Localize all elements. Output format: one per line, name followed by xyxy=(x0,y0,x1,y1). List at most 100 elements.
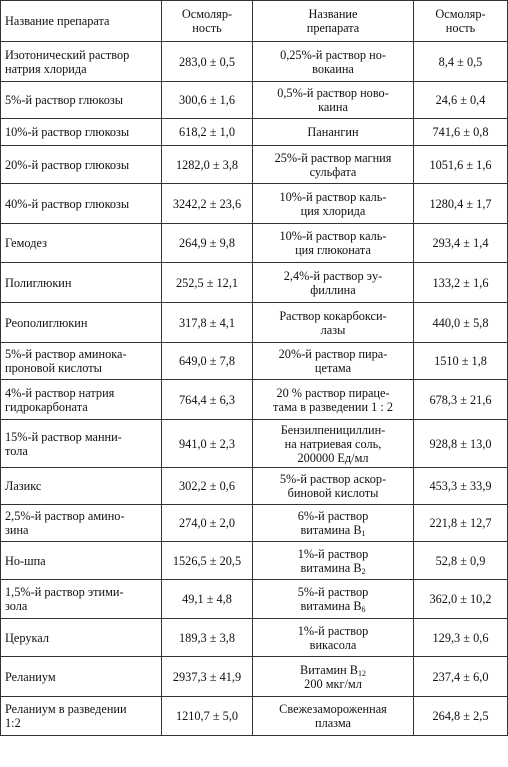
table-row: Реланиум 2937,3 ± 41,9 Витамин B12 200 мкг/… xyxy=(0,656,508,697)
drug-name-right: Свежезамороженная плазма xyxy=(252,696,414,736)
drug-name-right-text: Раствор кокарбокси-лазы xyxy=(279,308,387,337)
drug-name-right-text: 5%-й раствор витамина B xyxy=(297,585,369,613)
osmolarity-left: 189,3 ± 3,8 xyxy=(161,618,253,657)
drug-name-left: Реланиум в разведении 1:2 xyxy=(0,696,162,736)
table-row: Полиглюкин 252,5 ± 12,1 2,4%-й раствор эу-… xyxy=(0,262,508,303)
drug-name-left: 20%-й раствор глюкозы xyxy=(0,145,162,184)
drug-name-right: 10%-й раствор каль-ция хлорида xyxy=(252,183,414,224)
osmolarity-right: 440,0 ± 5,8 xyxy=(413,302,508,343)
header-drug-name-2: Название препарата xyxy=(252,0,414,42)
osmolarity-right: 362,0 ± 10,2 xyxy=(413,579,508,619)
vitamin-subscript: 12 xyxy=(357,668,366,678)
drug-name-left: 1,5%-й раствор этими-зола xyxy=(0,579,162,619)
table-row: 10%-й раствор глюкозы 618,2 ± 1,0 Панангин… xyxy=(0,118,508,146)
vitamin-subscript: 2 xyxy=(361,566,366,576)
header-osmolarity-2: Осмоляр-ность xyxy=(413,0,508,42)
osmolarity-left: 649,0 ± 7,8 xyxy=(161,342,253,380)
drug-name-right-line2: 200 мкг/мл xyxy=(304,676,362,691)
drug-name-right-text: 20 % раствор пираце-тама в разведении 1 … xyxy=(273,385,393,414)
osmolarity-right: 678,3 ± 21,6 xyxy=(413,379,508,420)
table-row: 40%-й раствор глюкозы 3242,2 ± 23,6 10%-й … xyxy=(0,183,508,224)
osmolarity-left: 1526,5 ± 20,5 xyxy=(161,541,253,580)
osmolarity-left: 300,6 ± 1,6 xyxy=(161,81,253,119)
drug-name-right: 0,25%-й раствор но-вокаина xyxy=(252,41,414,82)
drug-name-left: 4%-й раствор натрия гидрокарбоната xyxy=(0,379,162,420)
osmolarity-right: 8,4 ± 0,5 xyxy=(413,41,508,82)
drug-name-right-text: 5%-й раствор аскор-биновой кислоты xyxy=(279,472,387,500)
drug-name-right-text: 10%-й раствор каль-ция хлорида xyxy=(279,189,387,218)
table-row: Лазикс 302,2 ± 0,6 5%-й раствор аскор-бино… xyxy=(0,467,508,505)
osmolarity-left: 2937,3 ± 41,9 xyxy=(161,656,253,697)
osmolarity-right: 928,8 ± 13,0 xyxy=(413,419,508,468)
drug-name-left: 5%-й раствор аминока-проновой кислоты xyxy=(0,342,162,380)
osmolarity-left: 49,1 ± 4,8 xyxy=(161,579,253,619)
vitamin-subscript: 6 xyxy=(361,605,366,614)
drug-name-right-text: 2,4%-й раствор эу-филлина xyxy=(283,268,383,297)
osmolarity-left: 283,0 ± 0,5 xyxy=(161,41,253,82)
drug-name-left: Реланиум xyxy=(0,656,162,697)
drug-name-right: 10%-й раствор каль-ция глюконата xyxy=(252,223,414,263)
drug-name-right: 20%-й раствор пира-цетама xyxy=(252,342,414,380)
header-osmolarity-1: Осмоляр-ность xyxy=(161,0,253,42)
table-row: Гемодез 264,9 ± 9,8 10%-й раствор каль-ция… xyxy=(0,223,508,263)
header-drug-name-1: Название препарата xyxy=(0,0,162,42)
osmolarity-right: 52,8 ± 0,9 xyxy=(413,541,508,580)
table-row: Изотонический раствор натрия хлорида 283,… xyxy=(0,41,508,82)
drug-name-right-text: Свежезамороженная плазма xyxy=(279,702,387,730)
drug-name-right-text: 0,25%-й раствор но-вокаина xyxy=(280,47,386,76)
drug-name-right: 1%-й раствор витамина B2 xyxy=(252,541,414,580)
drug-name-left: 40%-й раствор глюкозы xyxy=(0,183,162,224)
table-row: Реополиглюкин 317,8 ± 4,1 Раствор кокарбок… xyxy=(0,302,508,343)
drug-name-right-text: Бензилпенициллин-на натриевая соль, 20000… xyxy=(280,422,386,465)
table-row: 5%-й раствор аминока-проновой кислоты 649… xyxy=(0,342,508,380)
osmolarity-left: 1282,0 ± 3,8 xyxy=(161,145,253,184)
drug-name-left: Гемодез xyxy=(0,223,162,263)
drug-name-right: 0,5%-й раствор ново-каина xyxy=(252,81,414,119)
osmolarity-right: 453,3 ± 33,9 xyxy=(413,467,508,505)
drug-name-right: 1%-й раствор викасола xyxy=(252,618,414,657)
osmolarity-right: 129,3 ± 0,6 xyxy=(413,618,508,657)
osmolarity-right: 1510 ± 1,8 xyxy=(413,342,508,380)
drug-name-right-text: 6%-й раствор витамина B xyxy=(297,509,369,537)
osmolarity-left: 252,5 ± 12,1 xyxy=(161,262,253,303)
drug-name-right: 5%-й раствор витамина B6 xyxy=(252,579,414,619)
osmolarity-left: 3242,2 ± 23,6 xyxy=(161,183,253,224)
drug-name-left: 10%-й раствор глюкозы xyxy=(0,118,162,146)
drug-name-left: Лазикс xyxy=(0,467,162,505)
osmolarity-right: 741,6 ± 0,8 xyxy=(413,118,508,146)
drug-name-right: Панангин xyxy=(252,118,414,146)
drug-name-right: 25%-й раствор магния сульфата xyxy=(252,145,414,184)
osmolarity-table: Название препарата Осмоляр-ность Названи… xyxy=(0,0,508,736)
drug-name-left: Изотонический раствор натрия хлорида xyxy=(0,41,162,82)
drug-name-right: 5%-й раствор аскор-биновой кислоты xyxy=(252,467,414,505)
drug-name-left: 2,5%-й раствор амино-зина xyxy=(0,504,162,542)
osmolarity-left: 618,2 ± 1,0 xyxy=(161,118,253,146)
osmolarity-right: 293,4 ± 1,4 xyxy=(413,223,508,263)
drug-name-right: 2,4%-й раствор эу-филлина xyxy=(252,262,414,303)
table-row: 4%-й раствор натрия гидрокарбоната 764,4 ±… xyxy=(0,379,508,420)
drug-name-right-text: 1%-й раствор витамина B xyxy=(297,546,369,575)
drug-name-left: Полиглюкин xyxy=(0,262,162,303)
osmolarity-right: 133,2 ± 1,6 xyxy=(413,262,508,303)
drug-name-right-text: 25%-й раствор магния сульфата xyxy=(274,150,392,179)
drug-name-right: 6%-й раствор витамина B1 xyxy=(252,504,414,542)
table-row: Церукал 189,3 ± 3,8 1%-й раствор викасола 12… xyxy=(0,618,508,657)
table-row: 1,5%-й раствор этими-зола 49,1 ± 4,8 5%-й … xyxy=(0,579,508,619)
osmolarity-left: 317,8 ± 4,1 xyxy=(161,302,253,343)
drug-name-right-text: 20%-й раствор пира-цетама xyxy=(278,347,388,375)
osmolarity-right: 264,8 ± 2,5 xyxy=(413,696,508,736)
osmolarity-left: 302,2 ± 0,6 xyxy=(161,467,253,505)
table-row: Но-шпа 1526,5 ± 20,5 1%-й раствор витамина … xyxy=(0,541,508,580)
table-row: 15%-й раствор манни-тола 941,0 ± 2,3 Бензи… xyxy=(0,419,508,468)
table-row: 2,5%-й раствор амино-зина 274,0 ± 2,0 6%-й… xyxy=(0,504,508,542)
osmolarity-left: 941,0 ± 2,3 xyxy=(161,419,253,468)
drug-name-right-text: 10%-й раствор каль-ция глюконата xyxy=(279,229,387,257)
table-row: 20%-й раствор глюкозы 1282,0 ± 3,8 25%-й р… xyxy=(0,145,508,184)
drug-name-right-text: Панангин xyxy=(307,125,359,139)
osmolarity-right: 24,6 ± 0,4 xyxy=(413,81,508,119)
osmolarity-right: 1051,6 ± 1,6 xyxy=(413,145,508,184)
drug-name-right-text: 1%-й раствор викасола xyxy=(297,623,369,652)
drug-name-right: 20 % раствор пираце-тама в разведении 1 … xyxy=(252,379,414,420)
osmolarity-right: 237,4 ± 6,0 xyxy=(413,656,508,697)
osmolarity-left: 264,9 ± 9,8 xyxy=(161,223,253,263)
